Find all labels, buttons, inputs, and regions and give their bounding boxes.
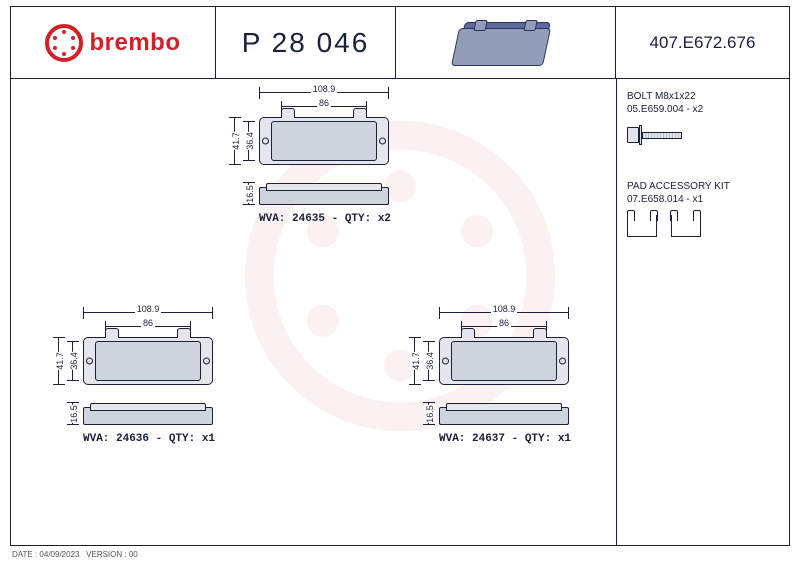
pad-wva-code: WVA: 24635 - QTY: x2	[259, 213, 411, 225]
upc-code: 407.E672.676	[616, 7, 789, 78]
brand-logo-cell: brembo	[11, 7, 216, 78]
dim-thickness: 16.5	[67, 402, 79, 425]
pad-drawing-24637: 108.9 86 41.7 36.4 16.5 WVA: 24637 - QTY…	[401, 307, 591, 445]
dim-height-outer: 41.7	[229, 117, 241, 165]
pad-isometric-render	[451, 18, 561, 68]
brand-name: brembo	[89, 29, 180, 57]
footer-version-label: VERSION :	[86, 550, 126, 559]
kit-title: PAD ACCESSORY KIT	[627, 181, 779, 192]
pad-drawing-24635: 108.9 86 41.7 36.4 16.5 WVA: 24635 - QTY…	[221, 87, 411, 225]
kit-code: 07.E658.014 - x1	[627, 194, 779, 205]
dim-height-inner: 36.4	[423, 341, 435, 381]
pad-edge-view	[83, 407, 213, 425]
dim-height-outer: 41.7	[409, 337, 421, 385]
accessories-panel: BOLT M8x1x22 05.E659.004 - x2 PAD ACCESS…	[617, 79, 789, 545]
dim-thickness: 16.5	[423, 402, 435, 425]
bolt-title: BOLT M8x1x22	[627, 91, 779, 102]
bolt-icon	[627, 125, 779, 145]
kit-accessory: PAD ACCESSORY KIT 07.E658.014 - x1	[627, 181, 779, 237]
footer-date-label: DATE :	[12, 550, 37, 559]
sheet-body: 108.9 86 41.7 36.4 16.5 WVA: 24635 - QTY…	[11, 79, 789, 545]
part-number: P 28 046	[216, 7, 396, 78]
pad-wva-code: WVA: 24637 - QTY: x1	[439, 433, 591, 445]
pad-front-view	[83, 337, 213, 385]
dim-height-inner: 36.4	[67, 341, 79, 381]
dim-height-inner: 36.4	[243, 121, 255, 161]
dim-thickness: 16.5	[243, 182, 255, 205]
dim-height-outer: 41.7	[53, 337, 65, 385]
pad-front-view	[259, 117, 389, 165]
pad-front-view	[439, 337, 569, 385]
footer-version: 00	[129, 550, 138, 559]
drawing-sheet: brembo P 28 046 407.E672.676 108.9 86 41…	[10, 6, 790, 546]
footer-date: 04/09/2023	[39, 550, 79, 559]
pad-edge-view	[439, 407, 569, 425]
footer-meta: DATE : 04/09/2023 VERSION : 00	[12, 550, 138, 559]
clip-icons	[627, 215, 779, 237]
bolt-code: 05.E659.004 - x2	[627, 104, 779, 115]
brembo-icon	[45, 24, 83, 62]
bolt-accessory: BOLT M8x1x22 05.E659.004 - x2	[627, 91, 779, 145]
pad-wva-code: WVA: 24636 - QTY: x1	[83, 433, 235, 445]
product-render-cell	[396, 7, 616, 78]
pad-drawing-24636: 108.9 86 41.7 36.4 16.5 WVA: 24636 - QTY…	[45, 307, 235, 445]
title-block: brembo P 28 046 407.E672.676	[11, 7, 789, 79]
drawing-area: 108.9 86 41.7 36.4 16.5 WVA: 24635 - QTY…	[11, 79, 617, 545]
pad-edge-view	[259, 187, 389, 205]
